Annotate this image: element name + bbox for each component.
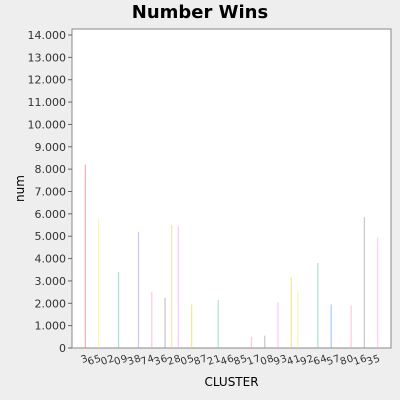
- x-tick-label: 8: [193, 355, 203, 368]
- x-tick-label: 1: [212, 353, 222, 366]
- x-tick-label: 0: [100, 355, 110, 368]
- y-tick-label: 2.000: [35, 297, 67, 310]
- bar: [264, 335, 266, 348]
- x-tick-label: 6: [226, 353, 236, 366]
- bar: [330, 304, 332, 348]
- x-tick-label: 4: [146, 353, 156, 366]
- x-tick-label: 0: [345, 353, 355, 366]
- x-tick-label: 1: [246, 355, 256, 368]
- x-tick-label: 5: [372, 353, 382, 366]
- y-tick-label: 0: [59, 342, 66, 355]
- bar: [277, 302, 279, 348]
- x-tick-label: 4: [286, 355, 296, 368]
- y-tick-label: 9.000: [35, 141, 67, 154]
- x-tick-label: 1: [352, 355, 362, 368]
- x-tick-label: 7: [332, 353, 342, 366]
- x-tick-label: 6: [359, 353, 369, 366]
- x-tick-label: 0: [259, 355, 269, 368]
- x-tick-label: 1: [292, 353, 302, 366]
- x-tick-label: 5: [186, 353, 196, 366]
- y-tick-label: 14.000: [28, 29, 67, 42]
- y-tick-label: 7.000: [35, 186, 67, 199]
- bar: [377, 237, 379, 348]
- y-tick-label: 1.000: [35, 320, 67, 333]
- x-axis: 3650209387436280587214685170893419264578…: [80, 353, 382, 368]
- y-tick-label: 3.000: [35, 275, 67, 288]
- bar: [137, 231, 140, 348]
- x-tick-label: 2: [306, 353, 316, 366]
- bar: [117, 271, 120, 348]
- x-tick-label: 6: [86, 355, 96, 368]
- bar: [151, 292, 153, 348]
- plot-area: [71, 28, 392, 349]
- x-tick-label: 0: [113, 355, 123, 368]
- bar: [98, 218, 100, 348]
- x-tick-label: 5: [93, 353, 103, 366]
- y-axis-label: num: [13, 175, 27, 202]
- x-tick-label: 3: [126, 355, 136, 368]
- y-tick-label: 10.000: [28, 118, 67, 131]
- bar: [297, 290, 299, 348]
- y-tick-label: 8.000: [35, 163, 67, 176]
- x-tick-label: 7: [139, 355, 149, 368]
- x-tick-label: 2: [166, 355, 176, 368]
- x-tick-label: 9: [299, 355, 309, 368]
- y-tick-label: 12.000: [28, 74, 67, 87]
- bar: [191, 304, 193, 348]
- bar: [317, 263, 319, 348]
- bar: [171, 225, 173, 348]
- x-tick-label: 4: [319, 353, 329, 366]
- x-tick-label: 3: [279, 353, 289, 366]
- chart-title: Number Wins: [131, 2, 269, 23]
- y-tick-label: 6.000: [35, 208, 67, 221]
- bar: [350, 305, 352, 348]
- x-axis-label: CLUSTER: [204, 375, 258, 389]
- x-tick-label: 7: [252, 353, 262, 366]
- x-tick-label: 2: [206, 355, 216, 368]
- y-tick-label: 4.000: [35, 253, 67, 266]
- y-axis: 0 1.000 2.000 3.000 4.000 5.000 6.000 7.000 8.00…: [28, 29, 72, 355]
- bar: [164, 297, 166, 348]
- x-tick-label: 8: [173, 353, 183, 366]
- x-tick-label: 8: [266, 353, 276, 366]
- y-tick-label: 5.000: [35, 230, 67, 243]
- x-tick-label: 8: [232, 355, 242, 368]
- x-tick-label: 3: [80, 353, 90, 366]
- x-tick-label: 0: [179, 355, 189, 368]
- y-tick-label: 11.000: [28, 96, 67, 109]
- bar: [84, 164, 86, 348]
- bar: [217, 299, 219, 348]
- x-tick-label: 8: [133, 353, 143, 366]
- x-tick-label: 5: [239, 353, 249, 366]
- x-tick-label: 3: [153, 355, 163, 368]
- x-tick-label: 6: [159, 353, 169, 366]
- bar: [177, 226, 179, 348]
- y-tick-label: 13.000: [28, 51, 67, 64]
- x-tick-label: 7: [199, 353, 209, 366]
- x-tick-label: 2: [106, 353, 116, 366]
- bar: [250, 336, 253, 348]
- x-tick-label: 3: [365, 355, 375, 368]
- x-tick-label: 9: [119, 353, 129, 366]
- bar: [363, 217, 365, 348]
- x-tick-label: 8: [339, 355, 349, 368]
- x-tick-label: 9: [272, 355, 282, 368]
- bars: [84, 164, 379, 348]
- bar: [290, 277, 292, 348]
- x-tick-label: 5: [325, 355, 335, 368]
- x-tick-label: 6: [312, 355, 322, 368]
- x-tick-label: 4: [219, 355, 229, 368]
